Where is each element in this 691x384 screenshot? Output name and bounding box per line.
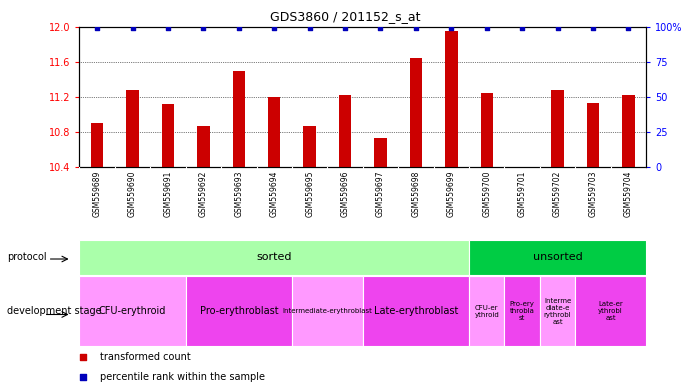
Point	[446, 25, 457, 31]
Text: GSM559693: GSM559693	[234, 170, 243, 217]
Text: GSM559689: GSM559689	[93, 170, 102, 217]
Bar	[268, 97, 281, 167]
Point	[410, 25, 422, 31]
Text: GSM559690: GSM559690	[128, 170, 137, 217]
Text: sorted: sorted	[256, 252, 292, 262]
Text: CFU-erythroid: CFU-erythroid	[99, 306, 167, 316]
Text: GSM559696: GSM559696	[341, 170, 350, 217]
Point	[127, 25, 138, 31]
Bar	[445, 31, 457, 167]
Bar	[126, 90, 139, 167]
Bar	[540, 276, 575, 346]
Text: GSM559700: GSM559700	[482, 170, 491, 217]
Text: GSM559701: GSM559701	[518, 170, 527, 217]
Point	[481, 25, 492, 31]
Text: Intermediate-erythroblast: Intermediate-erythroblast	[283, 308, 372, 314]
Point	[92, 25, 103, 31]
Text: Late-erythroblast: Late-erythroblast	[374, 306, 458, 316]
Bar	[303, 126, 316, 167]
Text: CFU-er
ythroid: CFU-er ythroid	[474, 305, 499, 318]
Bar	[375, 138, 387, 167]
Text: Pro-erythroblast: Pro-erythroblast	[200, 306, 278, 316]
Bar	[162, 104, 174, 167]
Text: transformed count: transformed count	[100, 352, 191, 362]
Bar	[233, 71, 245, 167]
Point	[517, 25, 528, 31]
Bar	[186, 276, 292, 346]
Point	[304, 25, 315, 31]
Text: GSM559704: GSM559704	[624, 170, 633, 217]
Text: GSM559703: GSM559703	[589, 170, 598, 217]
Bar	[79, 276, 186, 346]
Bar	[575, 276, 646, 346]
Point	[269, 25, 280, 31]
Text: GSM559697: GSM559697	[376, 170, 385, 217]
Text: GSM559699: GSM559699	[447, 170, 456, 217]
Bar	[363, 276, 469, 346]
Bar	[469, 276, 504, 346]
Bar	[79, 240, 469, 275]
Text: protocol: protocol	[7, 252, 46, 262]
Point	[198, 25, 209, 31]
Text: GSM559694: GSM559694	[269, 170, 278, 217]
Point	[77, 354, 88, 360]
Text: GSM559692: GSM559692	[199, 170, 208, 217]
Point	[623, 25, 634, 31]
Text: GSM559695: GSM559695	[305, 170, 314, 217]
Bar	[587, 103, 599, 167]
Point	[552, 25, 563, 31]
Bar	[469, 240, 646, 275]
Text: Pro-ery
throbla
st: Pro-ery throbla st	[510, 301, 535, 321]
Text: percentile rank within the sample: percentile rank within the sample	[100, 372, 265, 382]
Bar	[551, 90, 564, 167]
Bar	[197, 126, 209, 167]
Text: Late-er
ythrobl
ast: Late-er ythrobl ast	[598, 301, 623, 321]
Bar	[410, 58, 422, 167]
Bar	[292, 276, 363, 346]
Text: Interme
diate-e
rythrobl
ast: Interme diate-e rythrobl ast	[544, 298, 571, 324]
Point	[162, 25, 173, 31]
Bar	[91, 123, 104, 167]
Text: development stage: development stage	[7, 306, 102, 316]
Text: GSM559691: GSM559691	[164, 170, 173, 217]
Point	[339, 25, 350, 31]
Bar	[480, 93, 493, 167]
Point	[77, 374, 88, 380]
Point	[234, 25, 245, 31]
Text: unsorted: unsorted	[533, 252, 583, 262]
Point	[587, 25, 598, 31]
Point	[375, 25, 386, 31]
Bar	[622, 95, 634, 167]
Bar	[339, 95, 351, 167]
Text: GDS3860 / 201152_s_at: GDS3860 / 201152_s_at	[270, 10, 421, 23]
Text: GSM559702: GSM559702	[553, 170, 562, 217]
Bar	[504, 276, 540, 346]
Text: GSM559698: GSM559698	[411, 170, 420, 217]
